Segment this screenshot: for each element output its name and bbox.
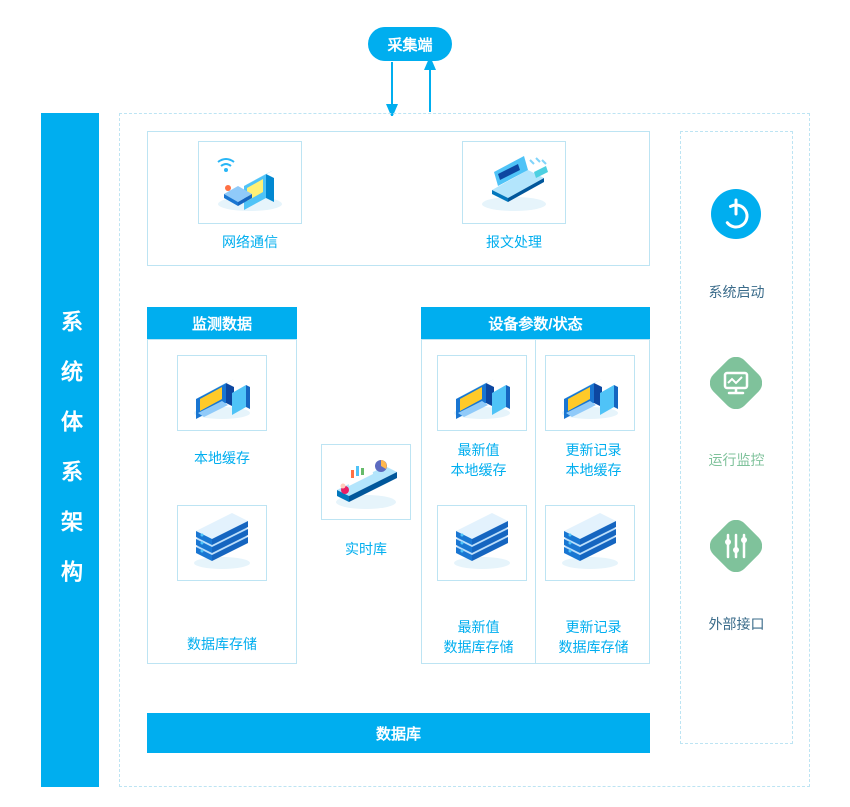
update-cache-icon-box <box>545 355 635 431</box>
latest-cache-icon-box <box>437 355 527 431</box>
sliders-icon <box>710 520 762 572</box>
update-db-label: 更新记录 数据库存储 <box>536 618 651 657</box>
desk-chart-icon <box>329 452 403 512</box>
local-cache-icon-box <box>177 355 267 431</box>
db-store-icon-box <box>177 505 267 581</box>
top-node-label: 采集端 <box>387 34 432 55</box>
database-bar-label: 数据库 <box>376 723 421 744</box>
local-cache-label: 本地缓存 <box>147 449 297 469</box>
server-stack-icon <box>554 513 626 573</box>
update-cache-label: 更新记录 本地缓存 <box>536 441 651 480</box>
desktop-pc-icon <box>554 363 626 423</box>
realtime-db-label: 实时库 <box>312 540 420 560</box>
latest-db-label: 最新值 数据库存储 <box>421 618 536 657</box>
monitor-data-header-label: 监测数据 <box>192 313 252 334</box>
message-proc-icon-box <box>462 141 566 224</box>
network-comm-label: 网络通信 <box>198 233 302 253</box>
device-params-header: 设备参数/状态 <box>421 307 650 339</box>
top-node: 采集端 <box>368 27 452 61</box>
device-params-header-label: 设备参数/状态 <box>488 313 582 334</box>
desktop-pc-icon <box>186 363 258 423</box>
page-title-label: 系统体系架构 <box>54 310 86 610</box>
architecture-diagram: 采集端 系统体系架构 <box>0 0 850 807</box>
server-stack-icon <box>446 513 518 573</box>
run-monitor-label: 运行监控 <box>680 450 793 470</box>
latest-cache-label: 最新值 本地缓存 <box>421 441 536 480</box>
desktop-pc-icon <box>446 363 518 423</box>
message-proc-label: 报文处理 <box>462 233 566 253</box>
server-stack-icon <box>186 513 258 573</box>
page-title: 系统体系架构 <box>41 113 99 787</box>
db-store-label: 数据库存储 <box>147 635 297 655</box>
external-api-label: 外部接口 <box>680 614 793 634</box>
laptop-docs-icon <box>474 152 554 214</box>
latest-db-icon-box <box>437 505 527 581</box>
monitor-icon <box>710 357 762 409</box>
arrows-icon <box>380 60 442 116</box>
computer-wifi-icon <box>210 152 290 214</box>
update-db-icon-box <box>545 505 635 581</box>
monitor-data-header: 监测数据 <box>147 307 297 339</box>
system-start-label: 系统启动 <box>680 282 793 302</box>
network-comm-icon-box <box>198 141 302 224</box>
power-icon <box>710 188 762 240</box>
database-bar: 数据库 <box>147 713 650 753</box>
realtime-db-icon-box <box>321 444 411 520</box>
